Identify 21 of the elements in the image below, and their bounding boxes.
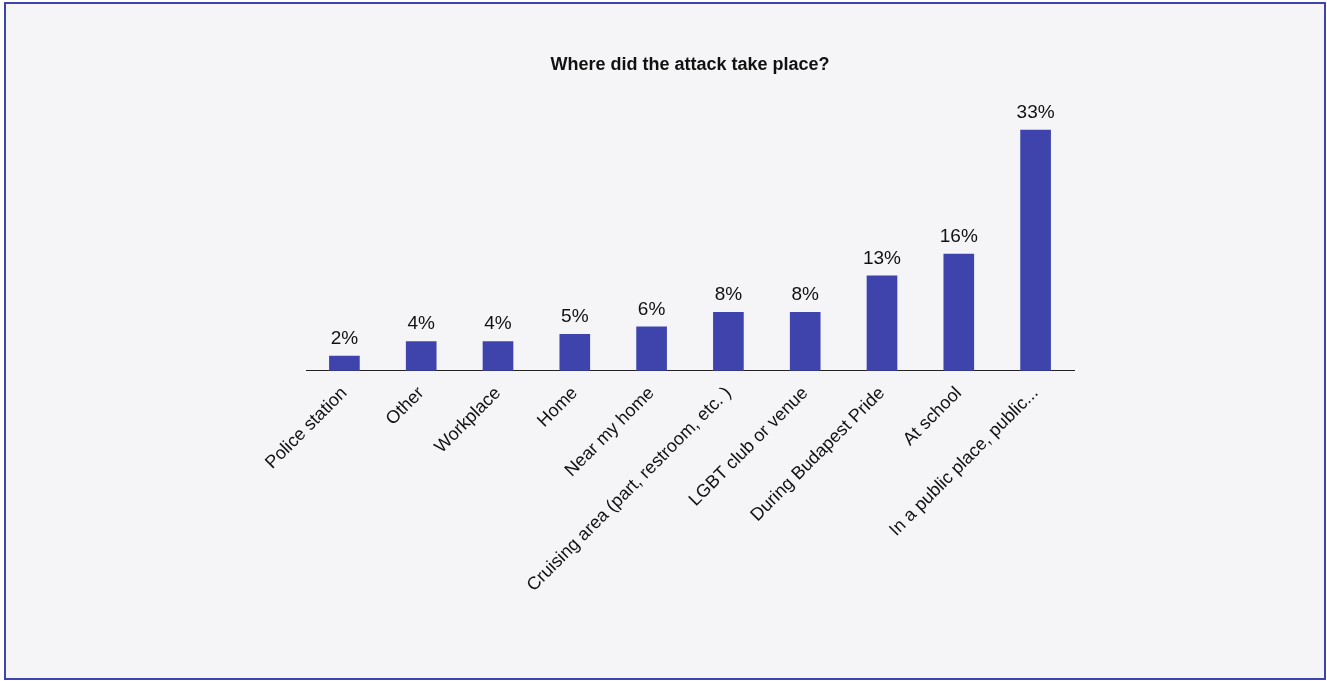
bar xyxy=(482,341,514,371)
bar xyxy=(943,253,975,371)
data-label: 4% xyxy=(484,312,512,334)
chart-title: Where did the attack take place? xyxy=(550,53,830,74)
data-label: 5% xyxy=(561,304,589,326)
data-label: 6% xyxy=(637,297,666,319)
data-label: 33% xyxy=(1016,100,1055,122)
data-label: 4% xyxy=(407,312,436,334)
bar xyxy=(866,275,898,371)
data-label: 2% xyxy=(330,326,359,348)
data-label: 8% xyxy=(714,283,743,305)
bar xyxy=(1020,129,1051,371)
data-label: 16% xyxy=(939,224,978,246)
bar xyxy=(329,355,360,371)
data-label: 13% xyxy=(862,246,902,268)
bar xyxy=(636,326,667,371)
bar xyxy=(405,341,437,371)
data-label: 8% xyxy=(791,283,820,305)
bar xyxy=(713,312,744,371)
bar xyxy=(789,312,821,371)
bar xyxy=(559,333,591,371)
